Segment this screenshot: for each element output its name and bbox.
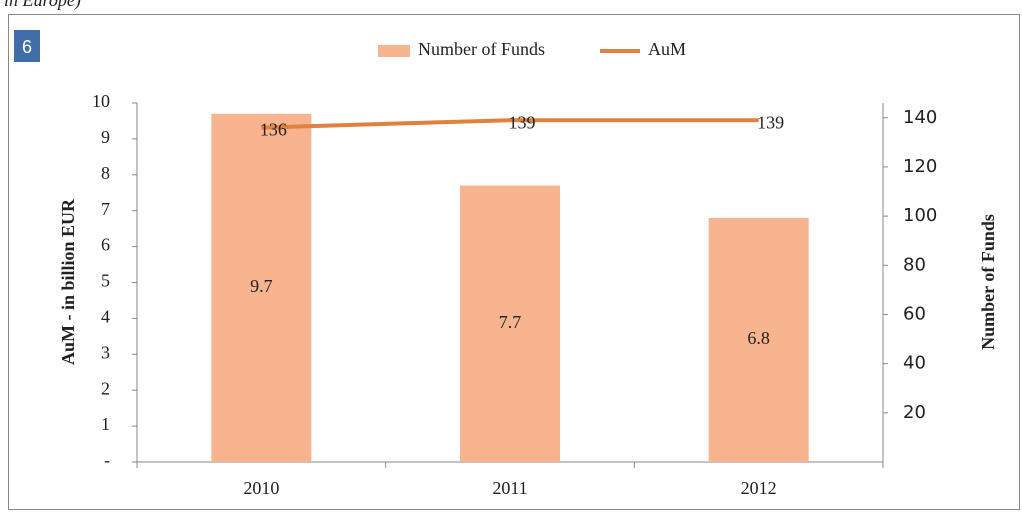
y-tick-label: 4 <box>101 307 110 327</box>
y-tick-label: 10 <box>92 91 110 111</box>
y-tick-label: 1 <box>101 414 110 434</box>
y-tick-label: 6 <box>101 235 110 255</box>
x-tick-label: 2010 <box>243 478 279 498</box>
y2-tick-label: 100 <box>903 205 937 226</box>
y-axis-label: AuM - in billion EUR <box>58 198 78 365</box>
y-tick-label: 5 <box>101 271 110 291</box>
y2-tick-label: 40 <box>903 353 926 374</box>
y-tick-label: 9 <box>101 127 110 147</box>
y2-axis-label: Number of Funds <box>978 214 998 350</box>
line-value-label: 139 <box>757 112 784 132</box>
y2-tick-label: 140 <box>903 107 937 128</box>
line <box>261 118 759 130</box>
bar-value-label: 7.7 <box>499 312 522 332</box>
line-value-label: 136 <box>260 120 287 140</box>
bar-value-label: 6.8 <box>747 328 770 348</box>
bar <box>708 217 809 462</box>
y2-tick-label: 80 <box>903 254 926 275</box>
y-tick-label: 3 <box>101 342 110 362</box>
badge: 6 <box>22 37 32 57</box>
line-value-label: 139 <box>509 112 536 132</box>
x-tick-label: 2012 <box>741 478 777 498</box>
legend-swatch <box>378 45 410 57</box>
bar <box>460 185 560 462</box>
y-tick-label: - <box>104 450 110 470</box>
y2-tick-label: 120 <box>903 156 937 177</box>
badge-box <box>14 30 40 62</box>
heading: in Europe) <box>4 0 81 11</box>
y2-tick-label: 20 <box>903 402 926 423</box>
y-tick-label: 7 <box>101 199 110 219</box>
y-tick-label: 8 <box>101 163 110 183</box>
bar <box>211 113 312 463</box>
legend-label: Number of Funds <box>418 39 545 59</box>
x-tick-label: 2011 <box>492 478 527 498</box>
legend-label: AuM <box>648 39 686 59</box>
bar-value-label: 9.7 <box>250 276 273 296</box>
y-tick-label: 2 <box>101 378 110 398</box>
y2-tick-label: 60 <box>903 303 926 324</box>
